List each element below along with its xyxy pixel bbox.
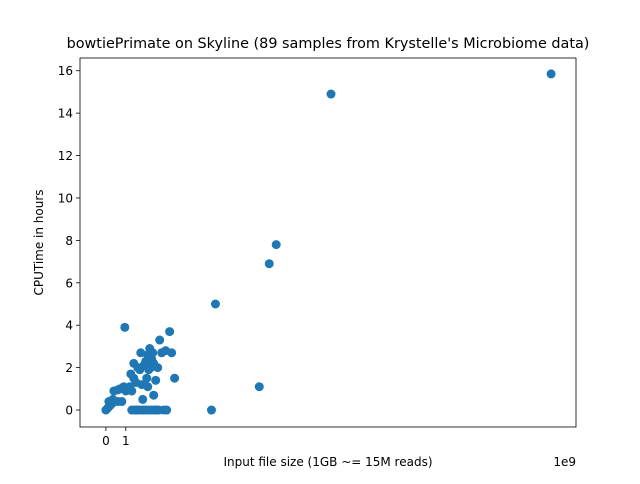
data-point bbox=[149, 390, 159, 400]
data-point bbox=[138, 394, 148, 404]
data-point bbox=[210, 299, 220, 309]
y-axis-label: CPUTime in hours bbox=[32, 189, 46, 295]
chart-title: bowtiePrimate on Skyline (89 samples fro… bbox=[67, 36, 590, 52]
data-point bbox=[127, 386, 137, 396]
data-point bbox=[162, 405, 172, 415]
y-tick-label: 6 bbox=[65, 276, 73, 290]
data-point bbox=[254, 382, 264, 392]
data-point bbox=[142, 373, 152, 383]
x-tick-label: 1 bbox=[122, 434, 130, 448]
data-point bbox=[117, 397, 127, 407]
axes-frame bbox=[79, 57, 577, 428]
data-points bbox=[101, 69, 556, 415]
data-point bbox=[151, 375, 161, 385]
data-point bbox=[271, 240, 281, 250]
data-point bbox=[167, 348, 177, 358]
data-point bbox=[136, 348, 146, 358]
data-point bbox=[143, 382, 153, 392]
data-point bbox=[206, 405, 216, 415]
data-point bbox=[170, 373, 180, 383]
y-tick-label: 4 bbox=[65, 319, 73, 333]
y-tick-label: 2 bbox=[65, 361, 73, 375]
data-point bbox=[326, 89, 336, 99]
y-tick-label: 12 bbox=[58, 149, 73, 163]
data-point bbox=[165, 327, 175, 337]
x-tick-label: 0 bbox=[102, 434, 110, 448]
x-axis-label: Input file size (1GB ~= 15M reads) bbox=[223, 455, 432, 469]
data-point bbox=[120, 322, 130, 332]
data-point bbox=[264, 259, 274, 269]
x-axis-offset-label: 1e9 bbox=[553, 455, 576, 469]
y-tick-label: 10 bbox=[58, 191, 73, 205]
data-point bbox=[546, 69, 556, 79]
y-tick-label: 14 bbox=[58, 107, 73, 121]
y-tick-label: 8 bbox=[65, 234, 73, 248]
data-point bbox=[148, 348, 158, 358]
y-tick-label: 16 bbox=[58, 64, 73, 78]
y-axis-ticks: 0 2 4 6 8 10 12 14 16 bbox=[58, 64, 80, 418]
data-point bbox=[155, 335, 165, 345]
y-tick-label: 0 bbox=[65, 404, 73, 418]
data-point bbox=[153, 363, 163, 373]
